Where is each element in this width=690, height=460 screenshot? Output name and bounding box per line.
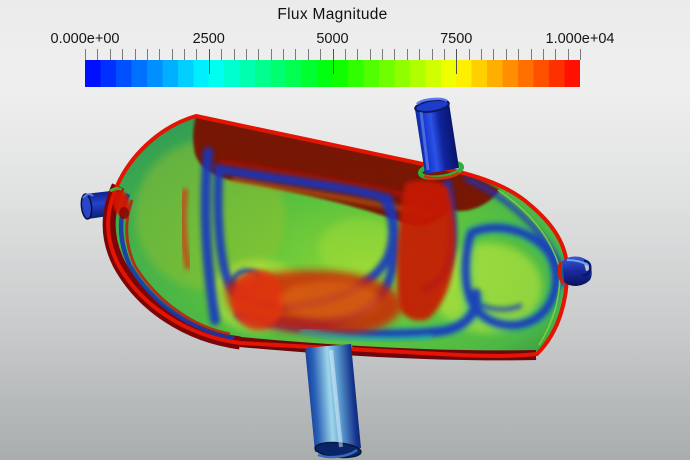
colorbar-minor-tick	[146, 49, 148, 60]
right-nozzle-top-light	[566, 259, 589, 266]
colorbar-minor-tick	[419, 49, 421, 60]
color-legend[interactable]: Flux Magnitude 0.000e+00 2500 5000 7500 1.00…	[51, 6, 615, 88]
colorbar-tick-label: 2500	[192, 31, 225, 47]
left-nozzle-opening	[80, 193, 93, 220]
colorbar-minor-tick	[518, 49, 520, 60]
top-nozzle-body	[415, 103, 459, 174]
left-nozzle-junction	[109, 187, 130, 219]
bottom-nozzle-highlight	[329, 349, 343, 448]
top-nozzle-base-red	[423, 171, 460, 180]
color-legend-title: Flux Magnitude	[277, 6, 388, 23]
top-nozzle	[414, 97, 465, 180]
colorbar-minor-tick	[320, 49, 322, 60]
bottom-nozzle-inner-highlight	[317, 448, 358, 459]
rim-inner-red	[125, 199, 231, 336]
colorbar-minor-tick	[468, 49, 470, 60]
colorbar-minor-tick	[184, 49, 185, 60]
junction-green	[109, 187, 123, 193]
colorbar-minor-tick	[542, 49, 544, 60]
colorbar-minor-tick	[109, 49, 111, 60]
top-nozzle-opening	[414, 99, 450, 113]
bottom-nozzle	[305, 344, 362, 459]
colorbar-minor-tick	[283, 49, 284, 60]
colorbar-tick-label: 5000	[316, 31, 349, 47]
colorbar-minor-tick	[171, 49, 173, 60]
junction-dark	[119, 207, 129, 219]
colorbar-minor-tick	[233, 49, 235, 60]
colorbar-minor-tick	[443, 49, 445, 60]
vessel-interior	[108, 116, 568, 356]
top-nozzle-highlight	[419, 111, 430, 171]
left-nozzle-inner-highlight	[82, 193, 94, 199]
right-nozzle-hook	[581, 259, 592, 277]
colorbar-minor-tick	[134, 49, 136, 60]
colorbar-minor-tick	[344, 49, 346, 60]
colorbar-minor-tick	[394, 49, 396, 60]
colorbar-minor-tick	[270, 49, 272, 60]
colorbar-major-tick	[208, 49, 210, 74]
interior-vignette	[108, 116, 568, 356]
colorbar-minor-tick	[431, 49, 433, 60]
colorbar-major-tick	[456, 49, 458, 74]
top-nozzle-inner-highlight	[416, 97, 448, 106]
colorbar-minor-tick	[221, 49, 223, 60]
colorbar-minor-tick	[307, 49, 309, 60]
right-nozzle-base-red	[557, 261, 565, 284]
color-legend-ticks	[85, 49, 581, 74]
colorbar-minor-tick	[530, 49, 532, 60]
bottom-nozzle-body	[305, 344, 361, 452]
rim-blue-stripe	[118, 193, 235, 341]
colorbar-minor-tick	[97, 49, 99, 60]
right-nozzle	[557, 256, 592, 286]
vessel-rim	[102, 114, 570, 361]
colorbar-minor-tick	[505, 49, 507, 60]
colorbar-minor-tick	[159, 49, 161, 60]
colorbar-minor-tick	[493, 49, 495, 60]
colorbar-minor-tick	[580, 49, 581, 60]
colorbar-minor-tick	[258, 49, 260, 60]
colorbar-minor-tick	[357, 49, 359, 60]
colorbar-minor-tick	[481, 49, 482, 60]
colorbar-minor-tick	[406, 49, 408, 60]
colorbar-major-tick	[332, 49, 334, 74]
colorbar-minor-tick	[85, 49, 86, 60]
colorbar-minor-tick	[382, 49, 383, 60]
colorbar-tick-label: 0.000e+00	[50, 31, 120, 47]
colorbar-minor-tick	[245, 49, 247, 60]
colorbar-minor-tick	[295, 49, 297, 60]
vessel[interactable]	[90, 100, 590, 370]
colorbar-minor-tick	[555, 49, 557, 60]
colorbar-minor-tick	[369, 49, 371, 60]
color-legend-labels: 0.000e+00 2500 5000 7500 1.000e+04	[51, 31, 615, 47]
colorbar-minor-tick	[196, 49, 198, 60]
colorbar-minor-tick	[122, 49, 124, 60]
colorbar-tick-label: 7500	[440, 31, 473, 47]
colorbar-minor-tick	[567, 49, 569, 60]
colorbar-tick-label: 1.000e+04	[545, 31, 615, 47]
